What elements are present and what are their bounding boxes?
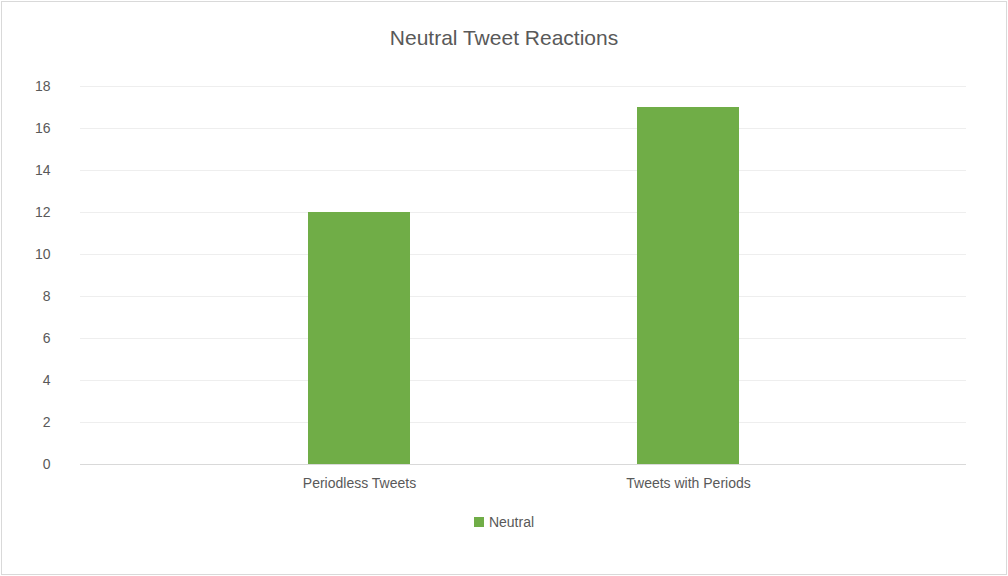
html-text:Neutral Tweet Reactions: Neutral Tweet Reactions [389, 26, 619, 49]
html-text:Neutral: Neutral [488, 514, 535, 530]
svg-text:18: 18 [35, 78, 51, 94]
svg-text:16: 16 [35, 120, 51, 136]
svg-text:Periodless Tweets: Periodless Tweets [303, 475, 416, 491]
svg-text:2: 2 [43, 414, 51, 430]
svg-text:Tweets with Periods: Tweets with Periods [626, 475, 751, 491]
svg-text:0: 0 [43, 456, 51, 472]
svg-text:6: 6 [43, 330, 51, 346]
svg-text:4: 4 [43, 372, 51, 388]
svg-text:8: 8 [43, 288, 51, 304]
svg-text:12: 12 [35, 204, 51, 220]
svg-text:14: 14 [35, 162, 51, 178]
svg-text:10: 10 [35, 246, 51, 262]
